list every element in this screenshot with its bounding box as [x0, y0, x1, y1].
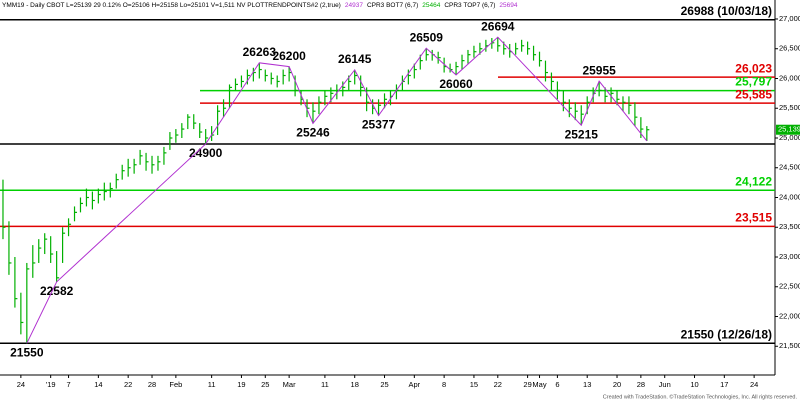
footer: Created with TradeStation. ©TradeStation…	[603, 393, 798, 400]
x-tick-label: 28	[148, 380, 156, 389]
x-tick-label: 6	[555, 380, 559, 389]
x-tick-label: 29	[523, 380, 531, 389]
level-label: 25,797	[735, 75, 772, 89]
level-label: 23,515	[735, 211, 772, 225]
x-tick-label: Feb	[169, 380, 182, 389]
x-tick-label: 28	[637, 380, 645, 389]
x-tick-label: Apr	[408, 380, 420, 389]
x-tick-label: 15	[470, 380, 478, 389]
level-label: 24,122	[735, 174, 772, 188]
x-tick-label: 22	[494, 380, 502, 389]
pivot-label: 25377	[362, 118, 396, 132]
x-tick-label: 10	[690, 380, 698, 389]
x-tick-label: 11	[208, 380, 216, 389]
level-label: 25,585	[735, 87, 772, 101]
x-tick-label: Jun	[659, 380, 671, 389]
x-tick-label: 24	[750, 380, 758, 389]
header-part: 25464	[422, 2, 440, 9]
pivot-label: 25246	[296, 126, 330, 140]
header-part: 24937	[345, 2, 363, 9]
x-tick-label: 19	[237, 380, 245, 389]
header-part: YMM19 - Daily CBOT L=25139 29 0.12% O=25…	[2, 2, 341, 9]
y-tick-label: 25,000	[779, 133, 800, 142]
x-tick-label: 7	[66, 380, 70, 389]
level-label: 21550 (12/26/18)	[681, 327, 772, 341]
y-tick-label: 27,000	[779, 14, 800, 23]
x-tick-label: 25	[261, 380, 269, 389]
last-price-box	[776, 124, 800, 135]
pivot-label: 26060	[439, 77, 473, 91]
pivot-label: 21550	[10, 345, 44, 359]
x-tick-label: 11	[321, 380, 329, 389]
x-tick-label: Mar	[283, 380, 296, 389]
pivot-label: 26263	[243, 45, 277, 59]
pivot-label: 25955	[582, 63, 616, 77]
y-tick-label: 26,500	[779, 44, 800, 53]
x-tick-label: '19	[46, 380, 56, 389]
y-tick-label: 24,500	[779, 163, 800, 172]
x-tick-label: 25	[380, 380, 388, 389]
pivot-label: 25215	[565, 127, 599, 141]
last-price-label: 25,139	[778, 125, 800, 134]
header: YMM19 - Daily CBOT L=25139 29 0.12% O=25…	[2, 2, 518, 9]
y-tick-label: 23,000	[779, 252, 800, 261]
x-tick-label: 24	[17, 380, 25, 389]
header-part: CPR3 BOT7 (6,7)	[367, 2, 418, 9]
y-tick-label: 26,000	[779, 73, 800, 82]
pivot-label: 26200	[272, 49, 306, 63]
x-tick-label: 17	[720, 380, 728, 389]
x-tick-label: 20	[613, 380, 621, 389]
level-label: 26988 (10/03/18)	[681, 4, 772, 18]
pivot-label: 22582	[40, 284, 74, 298]
x-tick-label: May	[532, 380, 546, 389]
level-label: 26,023	[735, 61, 772, 75]
x-tick-label: 22	[124, 380, 132, 389]
y-tick-label: 23,500	[779, 222, 800, 231]
x-tick-label: 18	[351, 380, 359, 389]
pivot-label: 24900	[189, 146, 223, 160]
y-tick-label: 21,500	[779, 341, 800, 350]
y-tick-label: 24,000	[779, 192, 800, 201]
x-tick-label: 14	[94, 380, 102, 389]
pivot-label: 26694	[481, 19, 515, 33]
swing-line	[26, 36, 648, 344]
header-part: 25694	[499, 2, 517, 9]
y-tick-label: 22,500	[779, 282, 800, 291]
x-tick-label: 8	[442, 380, 446, 389]
pivot-label: 26145	[338, 52, 372, 66]
pivot-label: 26509	[410, 30, 444, 44]
y-tick-label: 25,500	[779, 103, 800, 112]
y-tick-label: 22,000	[779, 311, 800, 320]
x-tick-label: 13	[583, 380, 591, 389]
header-part: CPR3 TOP7 (6,7)	[444, 2, 495, 9]
